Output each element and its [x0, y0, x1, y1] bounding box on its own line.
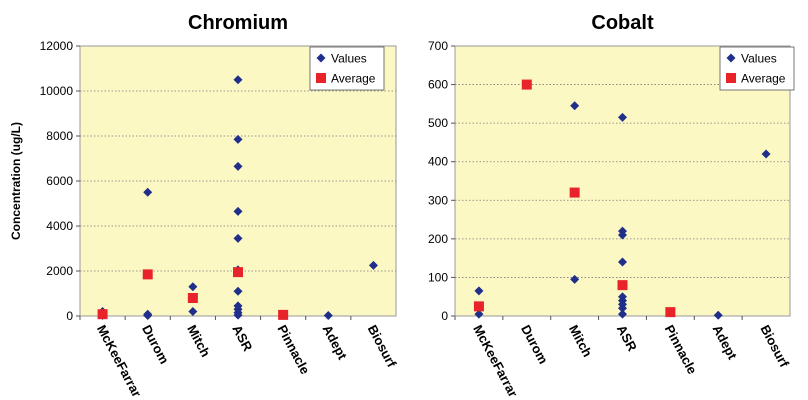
y-tick-label: 12000 [40, 39, 74, 53]
values-point [761, 149, 771, 159]
y-tick-label: 0 [441, 309, 448, 323]
x-tick-label: Mitch [184, 322, 213, 359]
y-tick-label: 4000 [46, 219, 73, 233]
average-point [617, 280, 628, 291]
values-point [188, 307, 198, 316]
y-tick-label: 700 [428, 39, 448, 53]
y-axis-title: Concentration (ug/L) [9, 122, 23, 240]
x-tick-label: McKeeFarrar [470, 322, 521, 399]
values-point [474, 286, 484, 296]
values-point [143, 187, 153, 197]
y-tick-label: 200 [428, 232, 448, 246]
x-tick-label: Adept [710, 322, 741, 362]
values-point [233, 75, 243, 85]
y-tick-label: 500 [428, 116, 448, 130]
x-tick-label: McKeeFarrar [94, 322, 145, 399]
values-point [618, 112, 627, 122]
average-point [97, 309, 108, 320]
average-point [521, 79, 532, 90]
average-point [233, 267, 243, 278]
x-tick-label: ASR [229, 322, 255, 354]
y-tick-label: 6000 [46, 174, 73, 188]
legend-label: Values [741, 52, 777, 66]
average-point [142, 269, 153, 280]
chart-title: Chromium [188, 12, 288, 34]
legend-average-marker [726, 73, 736, 83]
x-tick-label: Mitch [566, 322, 595, 359]
average-point [665, 307, 676, 318]
chart-title: Cobalt [591, 12, 654, 34]
y-tick-label: 600 [428, 78, 448, 92]
legend: Values Average [719, 46, 795, 91]
x-tick-label: Biosurf [365, 322, 400, 370]
x-tick-label: Biosurf [757, 322, 792, 370]
legend-average-marker [316, 73, 326, 83]
values-point [474, 309, 484, 319]
values-point [233, 206, 243, 216]
values-point [233, 134, 243, 144]
legend-values-marker [316, 53, 326, 63]
values-point [570, 274, 580, 284]
legend-label: Average [741, 72, 786, 86]
average-point [187, 293, 198, 303]
values-point [618, 303, 627, 313]
y-tick-label: 10000 [40, 84, 74, 98]
values-point [233, 286, 243, 296]
values-point [323, 311, 333, 321]
x-tick-label: Pinnacle [274, 322, 312, 376]
average-point [278, 309, 289, 320]
chromium-chart: Chromium 0 2000 4000 6000 8000 10000 12000 Conce… [9, 12, 400, 400]
cobalt-chart: Cobalt 0 100 200 300 400 500 600 700 McKeeFarrarD… [428, 12, 795, 400]
legend-values-marker [726, 53, 736, 63]
values-point [233, 161, 243, 171]
values-point [368, 260, 378, 270]
legend-label: Values [331, 52, 367, 66]
values-point [233, 310, 243, 320]
legend-label: Average [331, 72, 376, 86]
y-tick-label: 400 [428, 155, 448, 169]
y-tick-label: 0 [66, 309, 73, 323]
legend-box [719, 46, 795, 91]
values-point [713, 310, 723, 320]
values-point [618, 309, 627, 319]
values-point [143, 311, 153, 321]
x-tick-label: Pinnacle [662, 322, 700, 376]
values-point [618, 230, 627, 240]
y-tick-label: 300 [428, 193, 448, 207]
y-tick-label: 100 [428, 270, 448, 284]
y-tick-label: 8000 [46, 129, 73, 143]
values-point [570, 101, 580, 111]
values-point [188, 282, 198, 292]
x-tick-label: Durom [518, 322, 551, 366]
values-point [618, 257, 627, 267]
x-tick-label: Adept [320, 322, 351, 362]
legend: Values Average [309, 46, 385, 91]
average-point [473, 301, 484, 312]
average-point [569, 187, 580, 198]
x-tick-label: Durom [139, 322, 172, 366]
values-point [233, 233, 243, 243]
plot-area [454, 45, 791, 317]
x-tick-label: ASR [614, 322, 640, 354]
y-tick-label: 2000 [46, 264, 73, 278]
